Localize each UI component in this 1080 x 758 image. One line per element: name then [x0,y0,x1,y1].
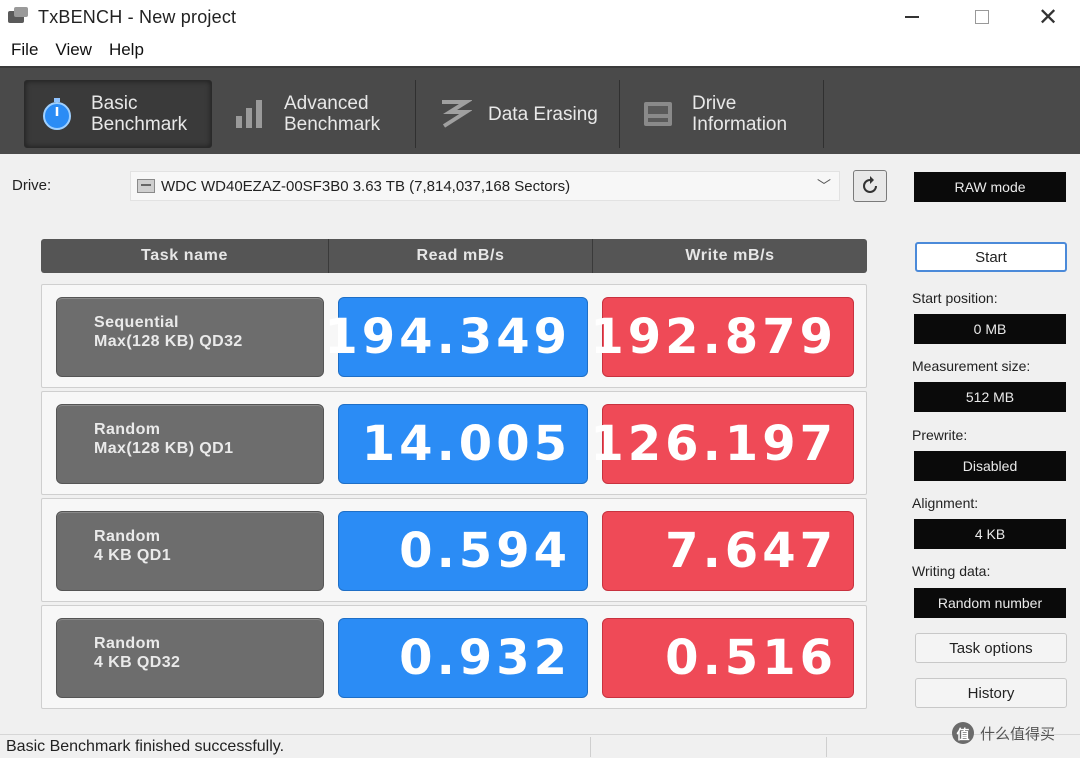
drive-selected-value: WDC WD40EZAZ-00SF3B0 3.63 TB (7,814,037,… [161,177,571,195]
refresh-button[interactable] [853,170,887,202]
alignment-label: Alignment: [912,495,979,511]
write-value: 192.879 [590,297,854,377]
tab-drive-information-label: Drive Information [692,93,788,135]
drive-dropdown[interactable]: WDC WD40EZAZ-00SF3B0 3.63 TB (7,814,037,… [130,171,840,201]
tab-advanced-benchmark-label: Advanced Benchmark [284,93,381,135]
task-options-button[interactable]: Task options [915,633,1067,663]
header-task-name: Task name [41,239,329,273]
eraser-icon [434,94,474,134]
status-divider [590,737,591,757]
start-position-label: Start position: [912,290,998,306]
minimize-button[interactable] [880,0,944,34]
mode-indicator: RAW mode [914,172,1066,202]
watermark-logo-icon: 值 [952,722,974,744]
menu-bar: File View Help [0,34,1080,66]
header-read: Read mB/s [329,239,593,273]
header-write: Write mB/s [685,247,775,264]
table-row: Sequential Max(128 KB) QD32 194.349 192.… [41,284,867,388]
drive-info-icon [638,94,678,134]
window-title: TxBENCH - New project [38,6,237,27]
title-bar: TxBENCH - New project ✕ [0,0,1080,34]
prewrite-value[interactable]: Disabled [914,451,1066,481]
tab-advanced-benchmark[interactable]: Advanced Benchmark [218,80,416,148]
start-position-value[interactable]: 0 MB [914,314,1066,344]
chevron-down-icon: ﹀ [817,178,831,194]
tab-data-erasing-label: Data Erasing [488,103,598,125]
app-icon [8,7,30,27]
refresh-icon [863,176,877,193]
read-value: 194.349 [324,297,588,377]
watermark: 值 什么值得买 [952,722,1055,744]
read-value: 14.005 [338,404,588,484]
read-value: 0.594 [338,511,588,591]
task-random-4k-qd1-button[interactable]: Random 4 KB QD1 [56,511,324,591]
tab-basic-benchmark[interactable]: Basic Benchmark [24,80,212,148]
writing-data-label: Writing data: [912,563,991,579]
writing-data-value[interactable]: Random number [914,588,1066,618]
tab-data-erasing[interactable]: Data Erasing [422,80,620,148]
task-sequential-button[interactable]: Sequential Max(128 KB) QD32 [56,297,324,377]
close-icon: ✕ [1037,3,1059,31]
stopwatch-icon [37,94,77,134]
read-value: 0.932 [338,618,588,698]
menu-help[interactable]: Help [108,40,144,59]
status-bar: Basic Benchmark finished successfully. [0,734,1080,758]
history-button[interactable]: History [915,678,1067,708]
close-button[interactable]: ✕ [1016,0,1080,34]
alignment-value[interactable]: 4 KB [914,519,1066,549]
start-button[interactable]: Start [915,242,1067,272]
menu-file[interactable]: File [11,40,39,59]
tab-basic-benchmark-label: Basic Benchmark [91,93,188,135]
maximize-icon [975,10,989,24]
measurement-size-value[interactable]: 512 MB [914,382,1066,412]
menu-view[interactable]: View [55,40,92,59]
maximize-button[interactable] [950,0,1014,34]
hard-drive-icon [137,179,155,193]
status-text: Basic Benchmark finished successfully. [6,737,285,755]
watermark-text: 什么值得买 [980,725,1056,743]
write-value: 0.516 [602,618,854,698]
tab-drive-information[interactable]: Drive Information [626,80,824,148]
prewrite-label: Prewrite: [912,427,968,443]
measurement-size-label: Measurement size: [912,358,1031,374]
task-random-4k-qd32-button[interactable]: Random 4 KB QD32 [56,618,324,698]
write-value: 7.647 [602,511,854,591]
drive-label: Drive: [12,177,52,194]
table-row: Random 4 KB QD1 0.594 7.647 [41,498,867,602]
write-value: 126.197 [590,404,854,484]
task-random-128k-qd1-button[interactable]: Random Max(128 KB) QD1 [56,404,324,484]
table-row: Random Max(128 KB) QD1 14.005 126.197 [41,391,867,495]
minimize-icon [905,16,919,18]
status-divider [826,737,827,757]
bar-chart-icon [230,94,270,134]
results-table-header: Task name Read mB/s Write mB/s [41,239,867,273]
table-row: Random 4 KB QD32 0.932 0.516 [41,605,867,709]
main-toolbar: Basic Benchmark Advanced Benchmark Data … [0,66,1080,154]
